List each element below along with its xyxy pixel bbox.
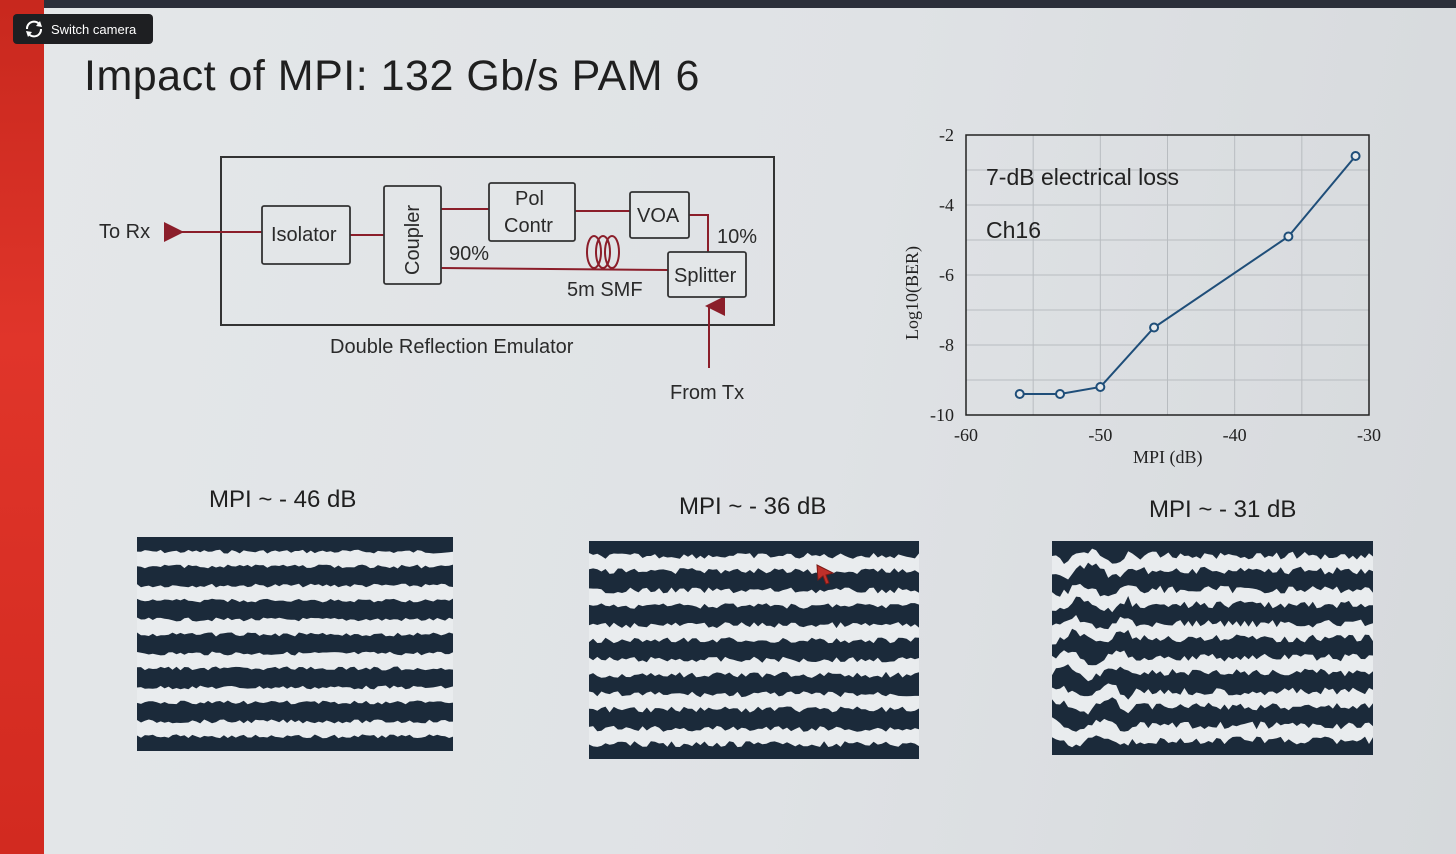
eye-background (589, 541, 919, 759)
eye-opening (137, 719, 453, 739)
eye-opening (137, 549, 453, 569)
red-side-band (0, 0, 44, 854)
mouse-cursor-icon (816, 564, 835, 585)
switch-camera-label: Switch camera (51, 21, 137, 37)
eye-opening (1052, 615, 1373, 645)
eye-opening (137, 685, 453, 705)
eye-diagram-3 (1052, 541, 1373, 755)
switch-camera-button[interactable]: Switch camera (13, 14, 153, 44)
eye-opening (1052, 650, 1373, 682)
eye-label-2: MPI ~ - 36 dB (679, 493, 827, 520)
slide-title: Impact of MPI: 132 Gb/s PAM 6 (84, 52, 700, 100)
eye-opening (589, 587, 919, 609)
eye-diagram-1 (137, 537, 453, 751)
camera-switch-icon (26, 20, 42, 38)
eye-opening (1052, 548, 1373, 580)
eye-opening (137, 651, 453, 671)
eye-background (1052, 541, 1373, 755)
eye-diagram-2 (589, 541, 919, 759)
eye-opening (589, 552, 919, 574)
eye-opening (1052, 683, 1373, 715)
eye-opening (1052, 717, 1373, 748)
eye-opening (589, 622, 919, 644)
eye-label-1: MPI ~ - 46 dB (209, 486, 357, 513)
top-bar (0, 0, 1456, 10)
eye-opening (137, 617, 453, 637)
eye-opening (589, 656, 919, 678)
eye-opening (137, 583, 453, 603)
eye-label-3: MPI ~ - 31 dB (1149, 496, 1297, 523)
eye-background (137, 537, 453, 751)
eye-opening (1052, 583, 1373, 613)
eye-opening (589, 725, 919, 748)
eye-opening (589, 691, 919, 713)
